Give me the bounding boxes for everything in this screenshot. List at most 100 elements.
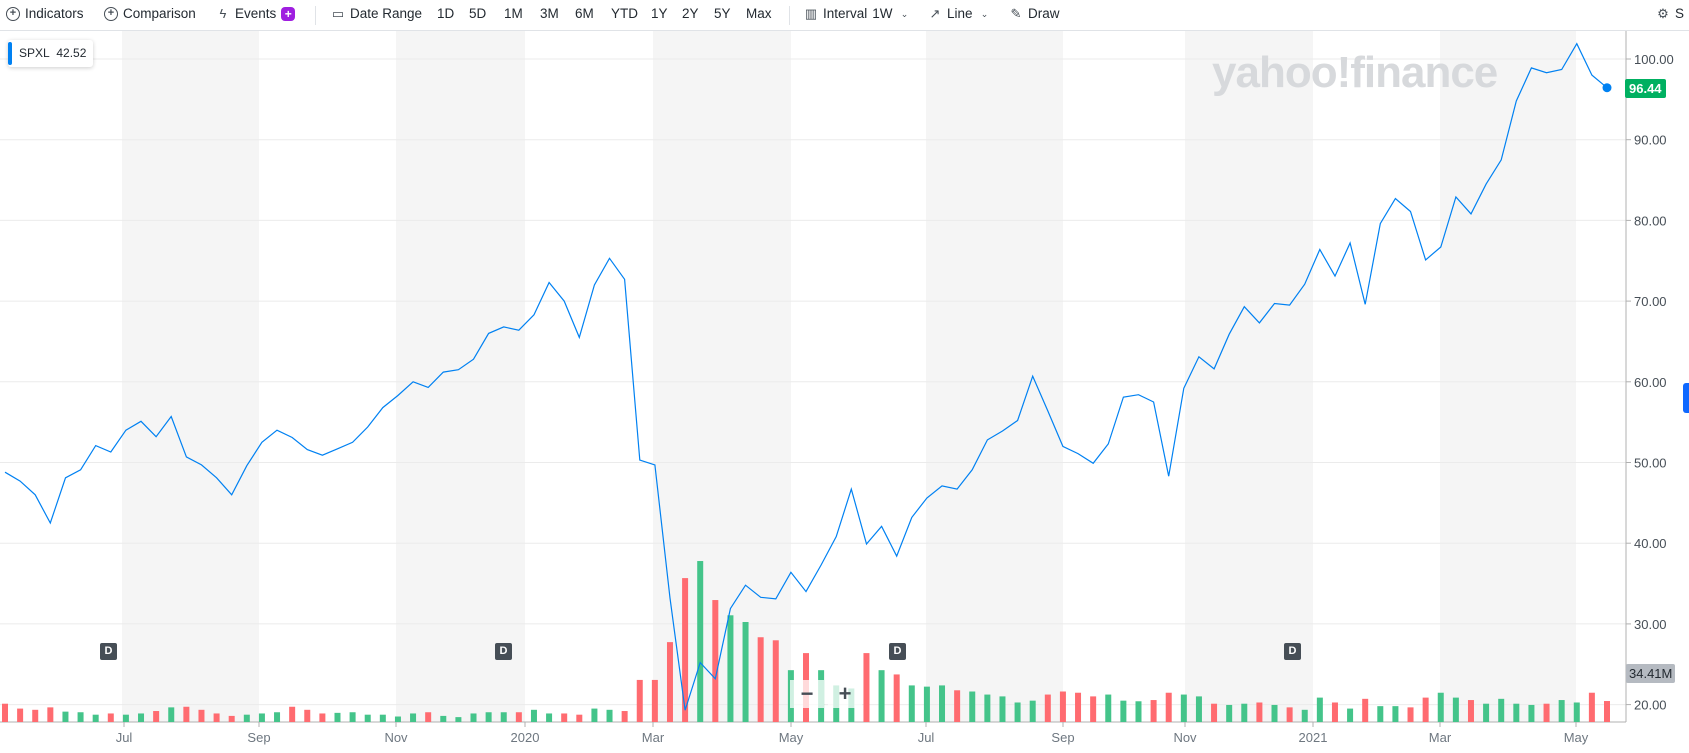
volume-bar — [1407, 707, 1414, 722]
volume-bar — [364, 714, 371, 722]
yahoo-finance-watermark: yahoo!finance — [1212, 48, 1498, 97]
symbol-tag[interactable]: SPXL 42.52 — [8, 40, 94, 67]
last-price-label: 96.44 — [1625, 79, 1666, 98]
x-tick-label: May — [779, 730, 804, 745]
volume-bar — [1543, 703, 1550, 722]
volume-bar — [1150, 700, 1157, 722]
volume-bar — [410, 713, 417, 722]
comparison-button[interactable]: + Comparison — [104, 6, 196, 21]
volume-bar — [591, 708, 598, 722]
volume-bar — [349, 712, 356, 722]
month-band — [1185, 31, 1313, 722]
range-2y[interactable]: 2Y — [682, 6, 699, 21]
volume-bar — [1437, 692, 1444, 722]
dividend-marker[interactable]: D — [1284, 643, 1301, 660]
price-point — [1602, 83, 1612, 93]
x-tick-label: Nov — [1173, 730, 1197, 745]
volume-bar — [1452, 697, 1459, 722]
volume-bar — [893, 674, 900, 722]
volume-bar — [425, 712, 432, 722]
x-tick-label: Nov — [384, 730, 408, 745]
interval-dropdown[interactable]: ▥ Interval 1W ⌄ — [804, 6, 912, 21]
month-band — [1440, 31, 1576, 722]
interval-label: Interval — [823, 6, 868, 21]
volume-bar — [1014, 702, 1021, 722]
range-5y[interactable]: 5Y — [714, 6, 731, 21]
volume-bar — [1498, 698, 1505, 722]
volume-bar — [772, 640, 779, 722]
range-1m[interactable]: 1M — [504, 6, 523, 21]
volume-bar — [1513, 703, 1520, 722]
expand-panel-tab[interactable] — [1683, 383, 1689, 413]
volume-bar — [576, 714, 583, 722]
volume-bar — [77, 712, 84, 722]
volume-bar — [1044, 694, 1051, 722]
dividend-marker[interactable]: D — [495, 643, 512, 660]
zoom-out-button[interactable]: − — [790, 680, 824, 708]
volume-bar — [1392, 706, 1399, 722]
range-label: 1D — [437, 6, 455, 21]
range-ytd[interactable]: YTD — [611, 6, 638, 21]
y-tick-label: 70.00 — [1634, 294, 1667, 309]
range-1d[interactable]: 1D — [437, 6, 454, 21]
volume-bar — [1105, 694, 1112, 722]
plus-circle-icon: + — [104, 6, 118, 21]
y-tick-label: 50.00 — [1634, 456, 1667, 471]
volume-bar — [969, 691, 976, 722]
volume-bar — [1256, 702, 1263, 722]
range-label: 1Y — [651, 6, 668, 21]
volume-bar — [168, 707, 175, 722]
events-label: Events — [235, 6, 277, 21]
settings-button[interactable]: ⚙ S — [1656, 6, 1684, 21]
volume-bar — [1573, 702, 1580, 722]
dividend-marker[interactable]: D — [889, 643, 906, 660]
dividend-marker[interactable]: D — [100, 643, 117, 660]
indicators-button[interactable]: + Indicators — [6, 6, 84, 21]
volume-bar — [304, 709, 311, 722]
x-tick-label: 2021 — [1299, 730, 1328, 745]
chart-type-dropdown[interactable]: ↗ Line ⌄ — [928, 6, 992, 21]
range-6m[interactable]: 6M — [575, 6, 594, 21]
volume-bar — [379, 714, 386, 722]
draw-label: Draw — [1028, 6, 1060, 21]
volume-bar — [440, 715, 447, 722]
range-5d[interactable]: 5D — [469, 6, 486, 21]
volume-bar — [530, 709, 537, 722]
y-tick-label: 90.00 — [1634, 133, 1667, 148]
y-tick-label: 100.00 — [1634, 52, 1674, 67]
volume-bar — [470, 713, 477, 722]
volume-bar — [1226, 704, 1233, 722]
volume-bar — [1180, 694, 1187, 722]
volume-bar — [1347, 708, 1354, 722]
volume-bar — [1362, 698, 1369, 722]
pencil-icon: ✎ — [1010, 5, 1022, 21]
volume-bar — [954, 690, 961, 722]
volume-bar — [727, 615, 734, 722]
volume-bar — [1029, 700, 1036, 722]
range-max[interactable]: Max — [746, 6, 772, 21]
date-range-button[interactable]: ▭ Date Range — [331, 6, 422, 21]
volume-bar — [1331, 702, 1338, 722]
volume-bar — [621, 711, 628, 722]
volume-bar — [1165, 692, 1172, 722]
chevron-down-icon: ⌄ — [900, 8, 909, 19]
volume-bar — [1090, 696, 1097, 722]
draw-button[interactable]: ✎ Draw — [1009, 6, 1060, 21]
divider — [789, 6, 790, 25]
x-tick-label: Mar — [642, 730, 665, 745]
volume-bar — [1422, 697, 1429, 722]
volume-bar — [1558, 700, 1565, 722]
chevron-down-icon: ⌄ — [980, 8, 989, 19]
line-label: Line — [947, 6, 973, 21]
range-1y[interactable]: 1Y — [651, 6, 668, 21]
x-tick-label: Jul — [116, 730, 133, 745]
volume-bar — [606, 709, 613, 722]
last-volume-label: 34.41M — [1626, 664, 1676, 683]
volume-bar — [138, 713, 145, 722]
volume-bar — [1286, 707, 1293, 722]
events-button[interactable]: ϟ Events + — [216, 6, 296, 21]
volume-bar — [757, 637, 764, 722]
zoom-in-button[interactable]: + — [828, 680, 862, 708]
range-3m[interactable]: 3M — [540, 6, 559, 21]
